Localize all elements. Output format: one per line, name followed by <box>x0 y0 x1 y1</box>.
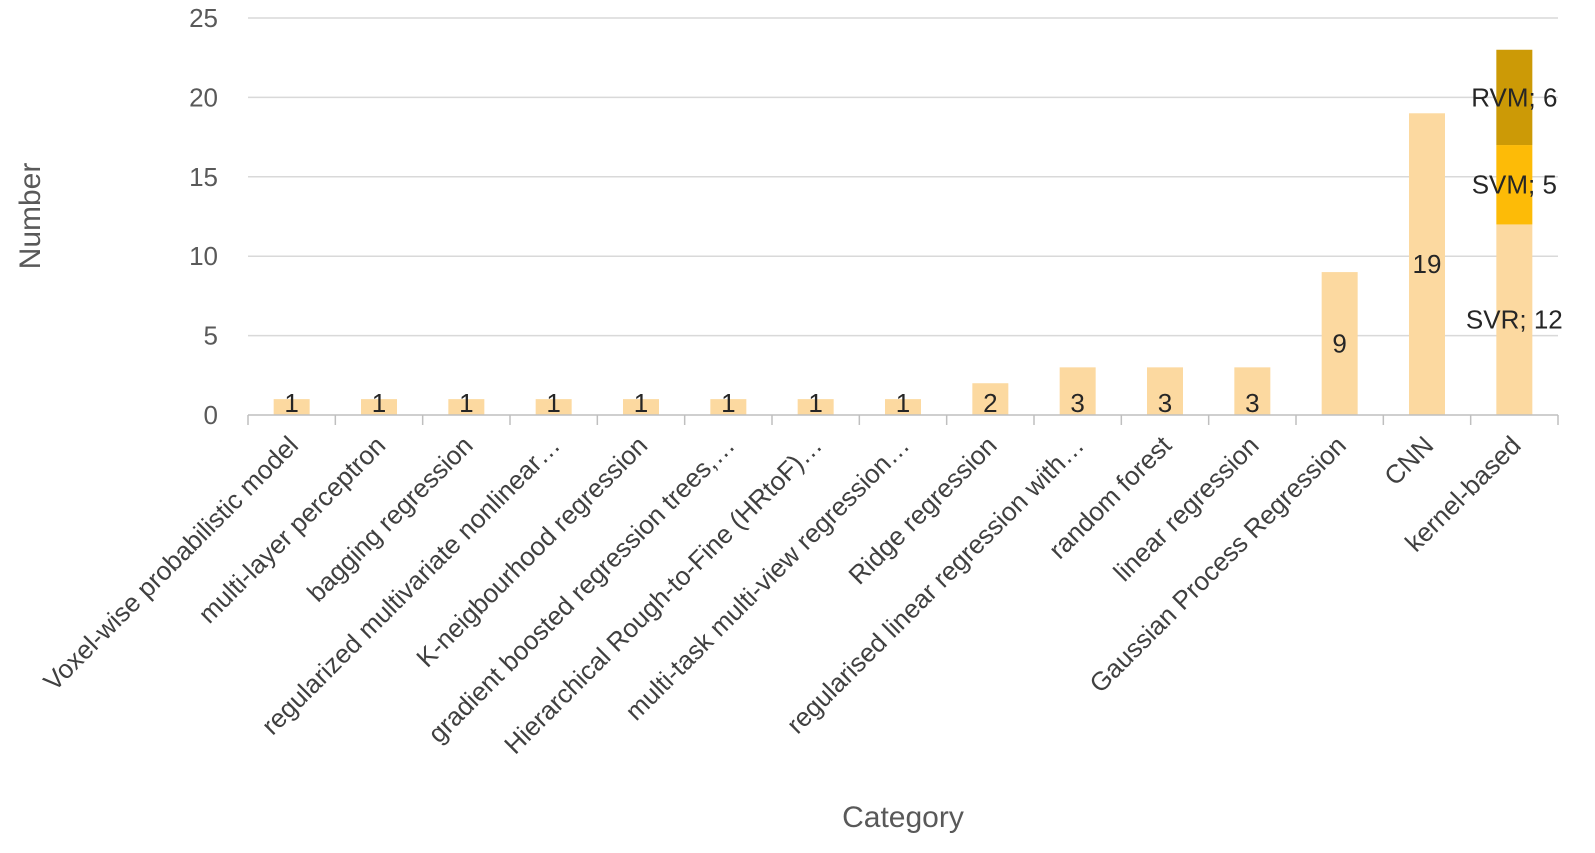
y-tick-label: 20 <box>189 82 218 112</box>
data-label: 1 <box>896 388 910 418</box>
data-label: SVR; 12 <box>1466 305 1563 335</box>
category-label: CNN <box>1378 430 1439 491</box>
data-label: 9 <box>1332 329 1346 359</box>
bar-segment <box>448 399 485 415</box>
bar-segment <box>710 399 747 415</box>
x-axis-title: Category <box>842 801 964 834</box>
y-tick-label: 25 <box>189 3 218 33</box>
bars <box>273 49 1533 415</box>
bar-segment <box>1496 224 1533 415</box>
category-label: Hierarchical Rough-to-Fine (HRtoF)… <box>498 430 828 760</box>
data-labels: 1 1 1 1 1 1 1 1 2 3 3 3 9 19 SVR; 12 SVM; 5 RVM; 6 <box>284 82 1562 418</box>
y-tick-label: 5 <box>204 321 218 351</box>
y-tick-label: 10 <box>189 241 218 271</box>
data-label: 3 <box>1070 388 1084 418</box>
bar-segment <box>623 399 659 415</box>
bar-segment <box>535 399 572 415</box>
bar-segment <box>361 399 397 415</box>
data-label: 19 <box>1413 249 1442 279</box>
data-label: SVM; 5 <box>1472 170 1557 200</box>
x-axis-tick-marks <box>247 415 1559 425</box>
bar-segment <box>1496 145 1533 225</box>
bar-segment <box>1059 367 1096 415</box>
data-label: 1 <box>284 388 298 418</box>
data-label: 1 <box>634 388 648 418</box>
gridlines <box>248 17 1558 337</box>
data-label: 3 <box>1158 388 1172 418</box>
data-label: 1 <box>721 388 735 418</box>
bar-segment <box>1321 272 1358 415</box>
bar-segment <box>885 399 921 415</box>
bar-segment <box>972 383 1009 415</box>
data-label: 1 <box>546 388 560 418</box>
category-label: linear regression <box>1107 430 1264 587</box>
y-tick-label: 15 <box>189 162 218 192</box>
bar-segment <box>273 399 310 415</box>
data-label: 1 <box>459 388 473 418</box>
category-label: bagging regression <box>301 430 479 608</box>
data-label: 3 <box>1245 388 1259 418</box>
category-label: gradient boosted regression trees,… <box>422 430 741 749</box>
bar-segment <box>1234 367 1271 415</box>
category-labels: Voxel-wise probabilistic modelmulti-laye… <box>37 429 1526 759</box>
y-axis-title: Number <box>14 163 47 270</box>
bar-segment <box>797 399 834 415</box>
category-label: Ridge regression <box>842 430 1002 590</box>
bar-segment <box>1147 367 1183 415</box>
data-label: 2 <box>983 388 997 418</box>
y-tick-label: 0 <box>204 400 218 430</box>
bar-segment <box>1496 49 1533 146</box>
data-label: RVM; 6 <box>1471 82 1557 112</box>
data-label: 1 <box>808 388 822 418</box>
y-axis-ticks: 0 5 10 15 20 25 <box>189 3 218 430</box>
data-label: 1 <box>372 388 386 418</box>
bar-segment <box>1409 113 1445 415</box>
